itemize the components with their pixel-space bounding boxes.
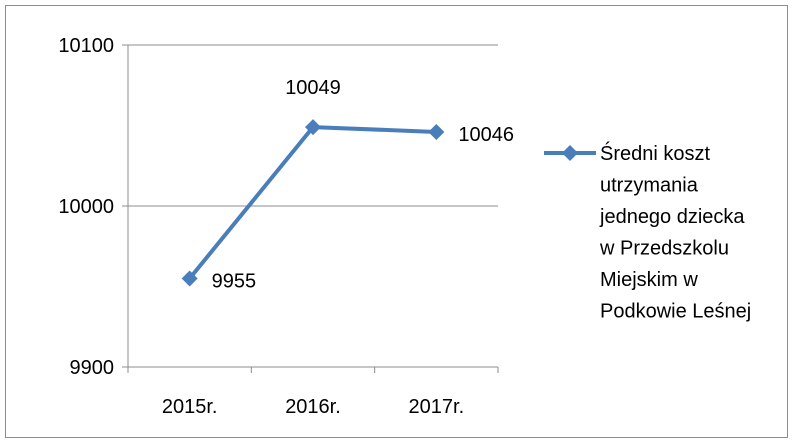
data-label: 10046 xyxy=(458,124,514,146)
data-point-marker xyxy=(181,270,198,287)
legend-text-line: Podkowie Leśnej xyxy=(600,301,751,323)
legend-marker xyxy=(562,145,578,161)
legend-text-line: utrzymania xyxy=(600,175,699,197)
x-tick-label: 2015r. xyxy=(162,396,218,418)
y-tick-label: 10100 xyxy=(58,35,114,57)
axes xyxy=(122,44,499,373)
series-line xyxy=(188,125,437,280)
data-point-marker xyxy=(428,123,445,140)
gridlines xyxy=(128,44,498,207)
x-tick-label: 2017r. xyxy=(409,396,465,418)
x-tick-label: 2016r. xyxy=(285,396,341,418)
legend-text-line: Średni koszt xyxy=(600,141,710,165)
data-label: 10049 xyxy=(285,77,341,99)
legend-text-line: jednego dziecka xyxy=(599,206,745,228)
x-tick-labels: 2015r. 2016r. 2017r. xyxy=(162,396,464,418)
y-tick-label: 10000 xyxy=(58,196,114,218)
y-tick-labels: 9900 10000 10100 xyxy=(58,35,114,379)
data-point-marker xyxy=(305,119,321,136)
series-line-path xyxy=(188,125,437,280)
legend-text-line: w Przedszkolu xyxy=(599,238,729,260)
data-label: 9955 xyxy=(212,270,257,292)
chart-frame xyxy=(5,5,788,438)
series-markers xyxy=(181,119,445,287)
legend: Średni koszt utrzymania jednego dziecka w P… xyxy=(544,141,751,323)
y-tick-label: 9900 xyxy=(70,357,115,379)
legend-text-line: Miejskim w xyxy=(600,269,698,291)
data-labels: 9955 10049 10046 xyxy=(212,77,514,292)
